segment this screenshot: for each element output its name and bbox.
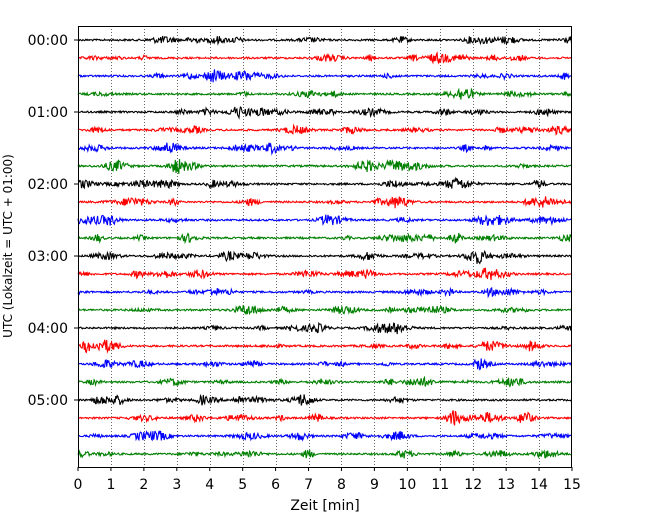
x-tick-label: 3: [172, 477, 181, 493]
trace-0030: [77, 69, 572, 83]
trace-0145: [77, 159, 572, 174]
y-tick-label: 01:00: [28, 105, 68, 121]
y-tick-label: 02:00: [28, 177, 68, 193]
y-axis-label: UTC (Lokalzeit = UTC + 01:00): [1, 154, 15, 338]
x-axis-ticks: 0 1 2 3 4 5 6 7 8 9 10 11 12 13 14 15: [74, 467, 581, 493]
x-tick-label: 13: [497, 477, 515, 493]
y-axis-ticks: 00:00 01:00 02:00 03:00 04:00 05:00: [28, 33, 78, 409]
trace-0215: [77, 196, 572, 209]
x-tick-label: 14: [530, 477, 548, 493]
x-tick-label: 11: [431, 477, 449, 493]
trace-0115: [77, 123, 572, 136]
trace-0430: [77, 358, 572, 371]
trace-0300: [77, 249, 572, 265]
y-tick-label: 04:00: [28, 321, 68, 337]
trace-0245: [77, 232, 572, 245]
x-axis-label: Zeit [min]: [290, 498, 359, 514]
trace-0230: [77, 214, 572, 227]
y-tick-label: 05:00: [28, 393, 68, 409]
trace-0100: [77, 106, 572, 120]
x-tick-label: 7: [304, 477, 313, 493]
trace-0200: [77, 176, 572, 190]
x-tick-label: 5: [238, 477, 247, 493]
plot-frame: [78, 26, 572, 468]
x-tick-label: 9: [370, 477, 379, 493]
trace-0000: [77, 35, 573, 46]
trace-0315: [77, 267, 572, 281]
trace-0500: [77, 393, 572, 406]
x-tick-label: 12: [464, 477, 482, 493]
y-tick-label: 03:00: [28, 249, 68, 265]
trace-0345: [77, 304, 573, 316]
trace-lines: [77, 35, 573, 459]
trace-0015: [77, 51, 572, 65]
trace-0330: [77, 286, 572, 299]
x-tick-label: 15: [563, 477, 581, 493]
trace-0545: [77, 449, 572, 459]
x-tick-label: 1: [106, 477, 115, 493]
x-tick-label: 10: [398, 477, 416, 493]
x-tick-label: 0: [74, 477, 83, 493]
x-tick-label: 8: [337, 477, 346, 493]
x-tick-label: 2: [139, 477, 148, 493]
trace-0400: [77, 321, 573, 335]
x-tick-label: 4: [205, 477, 214, 493]
trace-0415: [77, 339, 572, 354]
x-tick-label: 6: [271, 477, 280, 493]
trace-0045: [77, 87, 572, 100]
trace-0130: [77, 142, 572, 156]
trace-0530: [77, 430, 572, 442]
trace-0515: [77, 410, 572, 426]
y-tick-label: 00:00: [28, 33, 68, 49]
trace-0445: [77, 375, 572, 388]
